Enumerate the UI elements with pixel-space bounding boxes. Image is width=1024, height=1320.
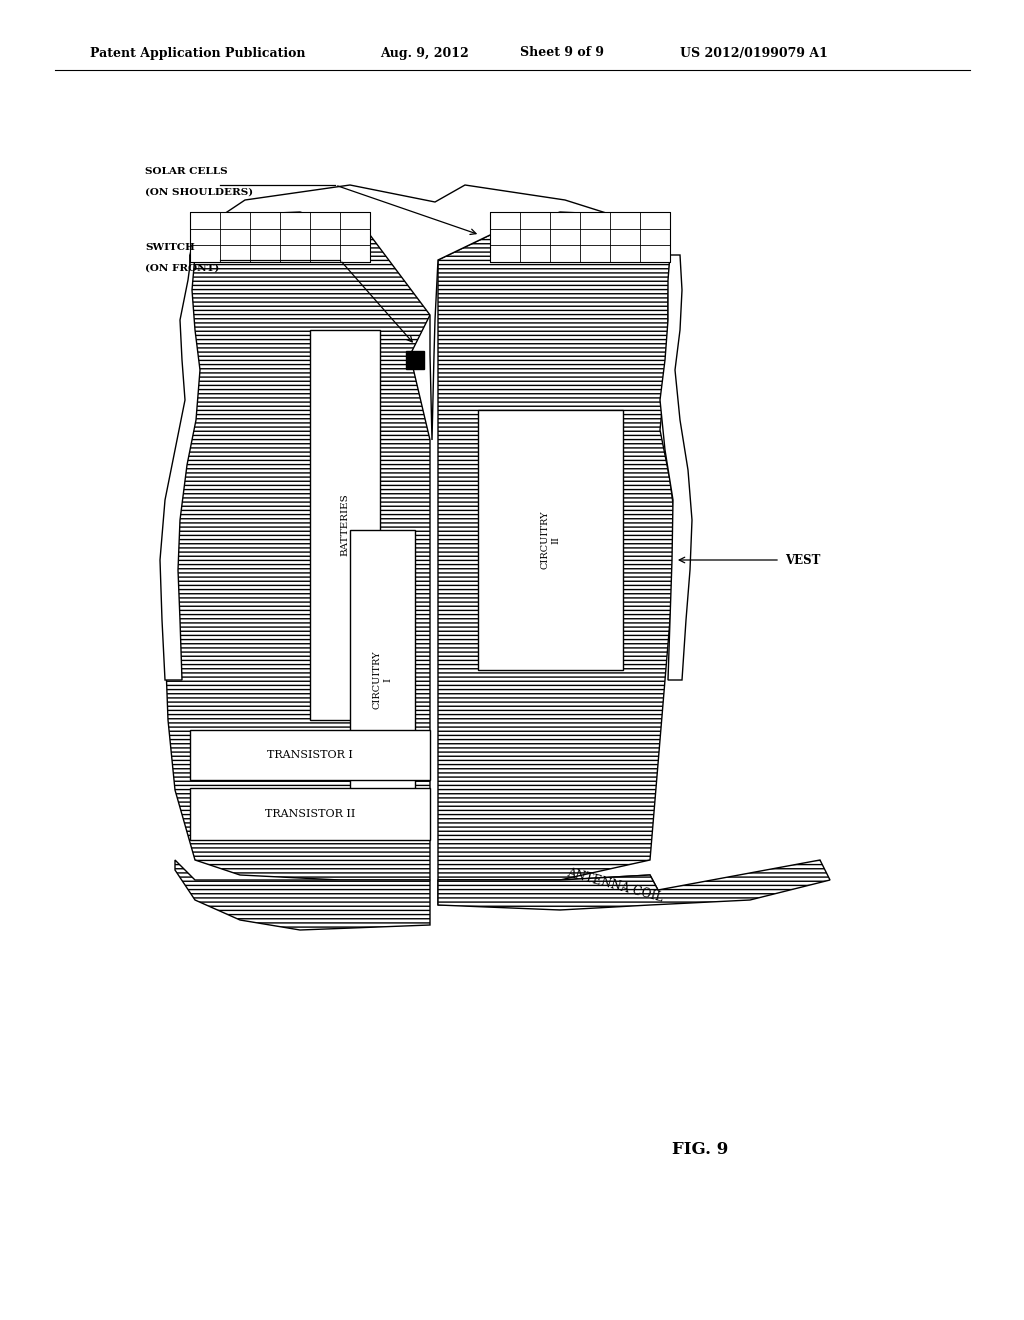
Text: SOLAR CELLS: SOLAR CELLS <box>145 168 227 177</box>
Polygon shape <box>660 255 692 680</box>
Bar <box>310 330 380 719</box>
Text: FIG. 9: FIG. 9 <box>672 1142 728 1159</box>
Polygon shape <box>175 861 430 931</box>
Text: (ON FRONT): (ON FRONT) <box>145 264 219 272</box>
Text: US 2012/0199079 A1: US 2012/0199079 A1 <box>680 46 827 59</box>
Polygon shape <box>200 185 660 440</box>
Text: (ON SHOULDERS): (ON SHOULDERS) <box>145 187 253 197</box>
Text: TRANSISTOR I: TRANSISTOR I <box>267 750 353 760</box>
Text: TRANSISTOR II: TRANSISTOR II <box>265 809 355 818</box>
Text: Sheet 9 of 9: Sheet 9 of 9 <box>520 46 604 59</box>
Text: Patent Application Publication: Patent Application Publication <box>90 46 305 59</box>
Text: VEST: VEST <box>785 553 820 566</box>
Bar <box>406 351 424 370</box>
Bar <box>490 213 670 261</box>
Text: BATTERIES: BATTERIES <box>341 494 349 556</box>
Text: ANTENNA COIL: ANTENNA COIL <box>565 866 665 904</box>
Bar <box>190 213 370 261</box>
Text: Aug. 9, 2012: Aug. 9, 2012 <box>380 46 469 59</box>
Bar <box>190 788 430 840</box>
Polygon shape <box>438 213 675 880</box>
Bar <box>190 730 430 780</box>
Text: CIRCUITRY
II: CIRCUITRY II <box>541 511 560 569</box>
Polygon shape <box>160 255 200 680</box>
Bar <box>478 411 623 671</box>
Text: SWITCH: SWITCH <box>145 243 195 252</box>
Polygon shape <box>438 875 658 906</box>
Text: CIRCUITRY
I: CIRCUITRY I <box>373 651 392 709</box>
Polygon shape <box>438 861 830 909</box>
Polygon shape <box>165 213 430 880</box>
Bar <box>350 531 415 830</box>
